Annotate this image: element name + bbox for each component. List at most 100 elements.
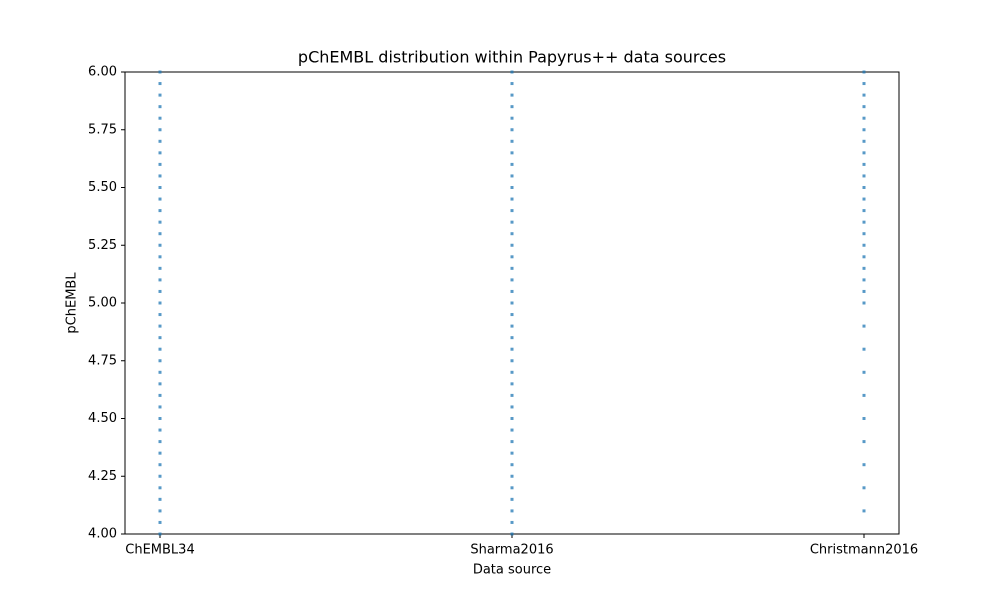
- point: [158, 417, 162, 420]
- point: [862, 70, 866, 74]
- point: [510, 417, 514, 420]
- point: [158, 382, 162, 386]
- point: [158, 370, 162, 374]
- point: [158, 359, 162, 363]
- point: [862, 278, 866, 282]
- point: [158, 197, 162, 201]
- point: [862, 93, 866, 97]
- point: [158, 497, 162, 501]
- point: [510, 474, 514, 478]
- point: [510, 232, 514, 236]
- point: [510, 82, 514, 86]
- point: [158, 255, 162, 259]
- point: [510, 336, 514, 340]
- point: [158, 347, 162, 351]
- point: [510, 278, 514, 282]
- point: [510, 359, 514, 363]
- point: [158, 232, 162, 236]
- point: [510, 440, 514, 444]
- point: [862, 301, 866, 305]
- point: [862, 289, 866, 293]
- point: [510, 139, 514, 143]
- point: [158, 151, 162, 155]
- point: [510, 220, 514, 224]
- point: [862, 232, 866, 236]
- point: [862, 266, 866, 270]
- point: [510, 451, 514, 455]
- point: [862, 174, 866, 178]
- point: [158, 139, 162, 143]
- point: [510, 243, 514, 247]
- y-tick-label: 5.75: [88, 122, 117, 137]
- point: [862, 128, 866, 132]
- y-tick-label: 4.25: [88, 469, 117, 484]
- point: [862, 440, 866, 444]
- point: [510, 116, 514, 120]
- point: [158, 324, 162, 328]
- point: [158, 70, 162, 74]
- point: [510, 382, 514, 386]
- point: [510, 370, 514, 374]
- point: [862, 209, 866, 213]
- point: [510, 347, 514, 351]
- point: [510, 428, 514, 432]
- point: [510, 93, 514, 97]
- point: [862, 393, 866, 397]
- point: [158, 266, 162, 270]
- point: [510, 105, 514, 109]
- point: [862, 417, 866, 420]
- point: [510, 174, 514, 178]
- point: [510, 301, 514, 305]
- point: [158, 220, 162, 224]
- point: [158, 128, 162, 132]
- point: [510, 128, 514, 132]
- point: [862, 255, 866, 259]
- point: [862, 220, 866, 224]
- point: [158, 116, 162, 120]
- point: [158, 463, 162, 467]
- point: [862, 186, 866, 189]
- point: [510, 497, 514, 501]
- point: [510, 532, 514, 536]
- point: [510, 266, 514, 270]
- point: [158, 520, 162, 524]
- point: [158, 209, 162, 213]
- point: [510, 151, 514, 155]
- point: [158, 393, 162, 397]
- point: [158, 186, 162, 189]
- point: [158, 509, 162, 513]
- point: [510, 255, 514, 259]
- point: [510, 463, 514, 467]
- point: [158, 486, 162, 490]
- point: [862, 324, 866, 328]
- point: [510, 197, 514, 201]
- point: [510, 393, 514, 397]
- point: [510, 405, 514, 409]
- point: [510, 486, 514, 490]
- point: [510, 186, 514, 189]
- y-tick-label: 4.75: [88, 353, 117, 368]
- point: [158, 278, 162, 282]
- y-tick-label: 5.25: [88, 238, 117, 253]
- y-tick-label: 4.50: [88, 411, 117, 426]
- point: [158, 162, 162, 166]
- y-tick-label: 5.00: [88, 296, 117, 311]
- point: [510, 313, 514, 317]
- point: [510, 209, 514, 213]
- point: [862, 486, 866, 490]
- point: [862, 197, 866, 201]
- point: [158, 105, 162, 109]
- point: [158, 428, 162, 432]
- point: [510, 70, 514, 74]
- point: [862, 162, 866, 166]
- point: [862, 116, 866, 120]
- point: [158, 336, 162, 340]
- point: [158, 440, 162, 444]
- x-tick-label: Christmann2016: [810, 543, 918, 558]
- point: [510, 289, 514, 293]
- point: [862, 370, 866, 374]
- point: [862, 243, 866, 247]
